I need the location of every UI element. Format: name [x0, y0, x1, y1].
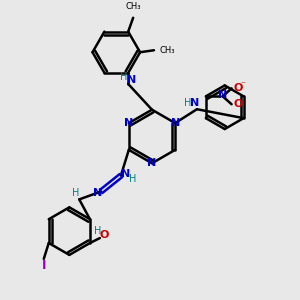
Text: N: N [127, 75, 136, 85]
Text: N: N [170, 118, 180, 128]
Text: CH₃: CH₃ [160, 46, 176, 55]
Text: N: N [121, 169, 130, 178]
Text: N: N [124, 118, 134, 128]
Text: O: O [234, 99, 243, 109]
Text: CH₃: CH₃ [125, 2, 141, 11]
Text: H: H [94, 226, 102, 236]
Text: H: H [72, 188, 79, 199]
Text: N: N [147, 158, 157, 168]
Text: O: O [99, 230, 109, 240]
Text: N: N [94, 188, 103, 199]
Text: ⁻: ⁻ [241, 80, 246, 90]
Text: H: H [120, 72, 127, 82]
Text: H: H [129, 174, 136, 184]
Text: N: N [190, 98, 200, 108]
Text: O: O [234, 83, 243, 93]
Text: N: N [218, 90, 227, 100]
Text: H: H [184, 98, 192, 108]
Text: I: I [41, 259, 46, 272]
